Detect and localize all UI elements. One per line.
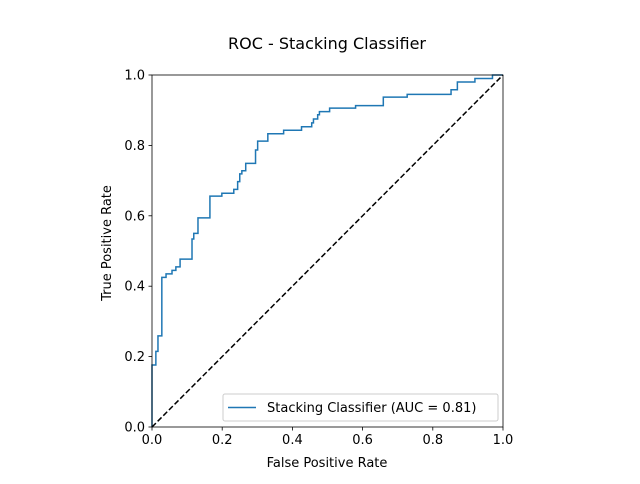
y-axis-ticks: 0.0 0.2 0.4 0.6 0.8 1.0 (124, 69, 152, 436)
chance-diagonal-line (151, 74, 504, 428)
x-tick-label: 0.2 (212, 433, 233, 448)
chart-title: ROC - Stacking Classifier (228, 34, 426, 53)
plot-frame (151, 74, 504, 428)
x-axis-ticks: 0.0 0.2 0.4 0.6 0.8 1.0 (142, 427, 514, 448)
x-tick-label: 1.0 (493, 433, 514, 448)
roc-curve-line (151, 74, 503, 427)
y-tick-label: 0.2 (124, 350, 145, 365)
x-axis-label: False Positive Rate (267, 456, 388, 471)
x-tick-label: 0.4 (282, 433, 303, 448)
y-tick-label: 1.0 (124, 69, 145, 84)
legend-entry-label: Stacking Classifier (AUC = 0.81) (267, 401, 476, 416)
x-tick-label: 0.8 (422, 433, 443, 448)
series-layer (151, 74, 504, 428)
legend: Stacking Classifier (AUC = 0.81) (222, 393, 499, 422)
x-tick-label: 0.6 (352, 433, 373, 448)
legend-box (222, 393, 499, 422)
x-tick-label: 0.0 (142, 433, 163, 448)
y-tick-label: 0.4 (124, 280, 145, 295)
axes-group: 0.0 0.2 0.4 0.6 0.8 1.0 0.0 0.2 0.4 0.6 0.8 1.0 (124, 69, 513, 449)
y-tick-label: 0.8 (124, 139, 145, 154)
y-tick-label: 0.0 (124, 421, 145, 436)
y-axis-label: True Positive Rate (100, 185, 115, 302)
y-tick-label: 0.6 (124, 209, 145, 224)
